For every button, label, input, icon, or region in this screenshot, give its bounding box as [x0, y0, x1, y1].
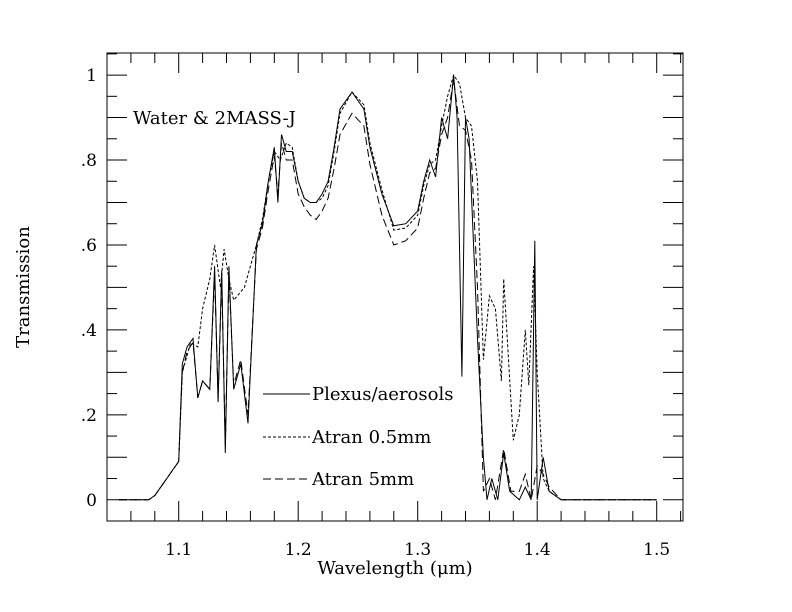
legend: Plexus/aerosols Atran 0.5mm Atran 5mm — [263, 384, 453, 490]
x-axis-label: Wavelength (μm) — [317, 558, 472, 579]
y-tick-label: .6 — [81, 236, 97, 256]
y-tick-label: .2 — [81, 406, 97, 426]
y-tick-label: .8 — [81, 151, 97, 171]
series-line-atran-0-5mm — [119, 73, 657, 501]
y-tick-label: 1 — [86, 66, 97, 86]
x-tick-label: 1.1 — [165, 540, 192, 560]
x-tick-label: 1.4 — [524, 540, 551, 560]
legend-label-atran-5: Atran 5mm — [311, 469, 414, 490]
y-tick-label: .4 — [81, 321, 97, 341]
chart-title: Water & 2MASS-J — [133, 108, 296, 129]
series-lines — [119, 73, 657, 501]
legend-label-atran-05: Atran 0.5mm — [311, 427, 431, 448]
x-tick-label: 1.3 — [404, 540, 431, 560]
series-line-atran-5mm — [119, 79, 657, 501]
y-axis-label: Transmission — [13, 226, 34, 348]
axis-ticks: 1.1 1.2 1.3 1.4 1.5 0 .2 .4 .6 .8 1 — [81, 53, 683, 560]
legend-label-plexus: Plexus/aerosols — [312, 384, 453, 405]
x-tick-label: 1.2 — [285, 540, 312, 560]
y-tick-label: 0 — [86, 491, 97, 511]
x-tick-label: 1.5 — [643, 540, 670, 560]
